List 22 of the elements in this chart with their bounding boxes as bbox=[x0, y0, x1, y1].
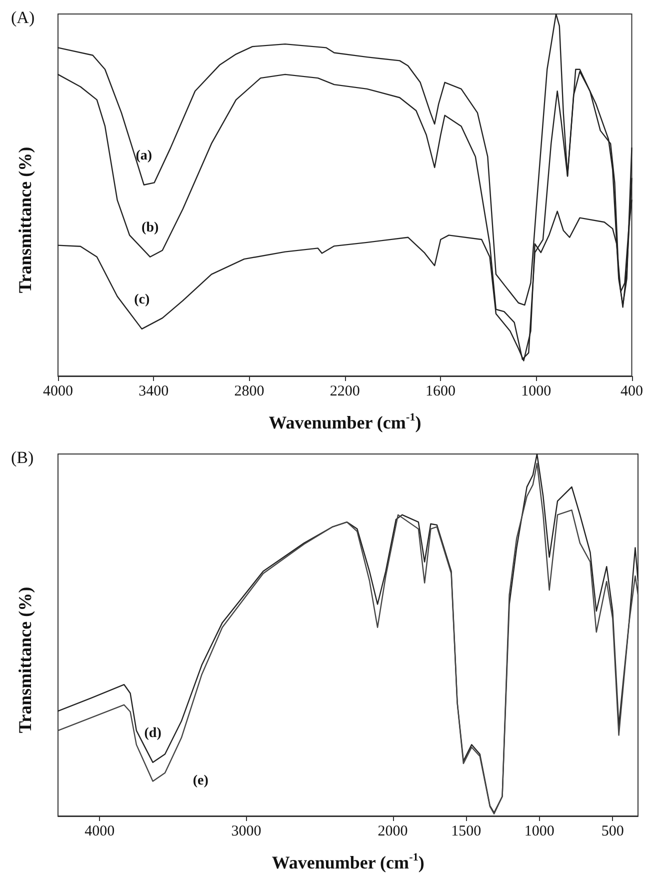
chart-title: (A) bbox=[11, 8, 35, 27]
chart-title: (B) bbox=[11, 448, 34, 467]
x-tick-label: 400 bbox=[620, 384, 643, 400]
x-tick-label: 1000 bbox=[524, 824, 554, 840]
x-tick-label: 1500 bbox=[451, 824, 482, 840]
y-axis-title: Transmittance (%) bbox=[15, 146, 35, 294]
x-tick-label: 4000 bbox=[43, 384, 73, 400]
series-label: (d) bbox=[144, 726, 162, 741]
y-axis-title: Transmittance (%) bbox=[15, 586, 35, 734]
x-tick-label: 3000 bbox=[231, 824, 262, 840]
x-tick-label: 2000 bbox=[378, 824, 408, 840]
x-tick-label: 1000 bbox=[521, 384, 552, 400]
series-label: (c) bbox=[134, 292, 150, 308]
series-label: (b) bbox=[142, 220, 160, 236]
x-tick-label: 500 bbox=[601, 824, 624, 840]
x-tick-label: 2200 bbox=[330, 384, 360, 400]
x-tick-label: 4000 bbox=[84, 824, 115, 840]
x-tick-label: 3400 bbox=[138, 384, 169, 400]
series-label: (a) bbox=[136, 148, 152, 164]
x-tick-label: 2800 bbox=[234, 384, 264, 400]
series-label: (e) bbox=[192, 774, 209, 789]
x-tick-label: 1600 bbox=[426, 384, 456, 400]
